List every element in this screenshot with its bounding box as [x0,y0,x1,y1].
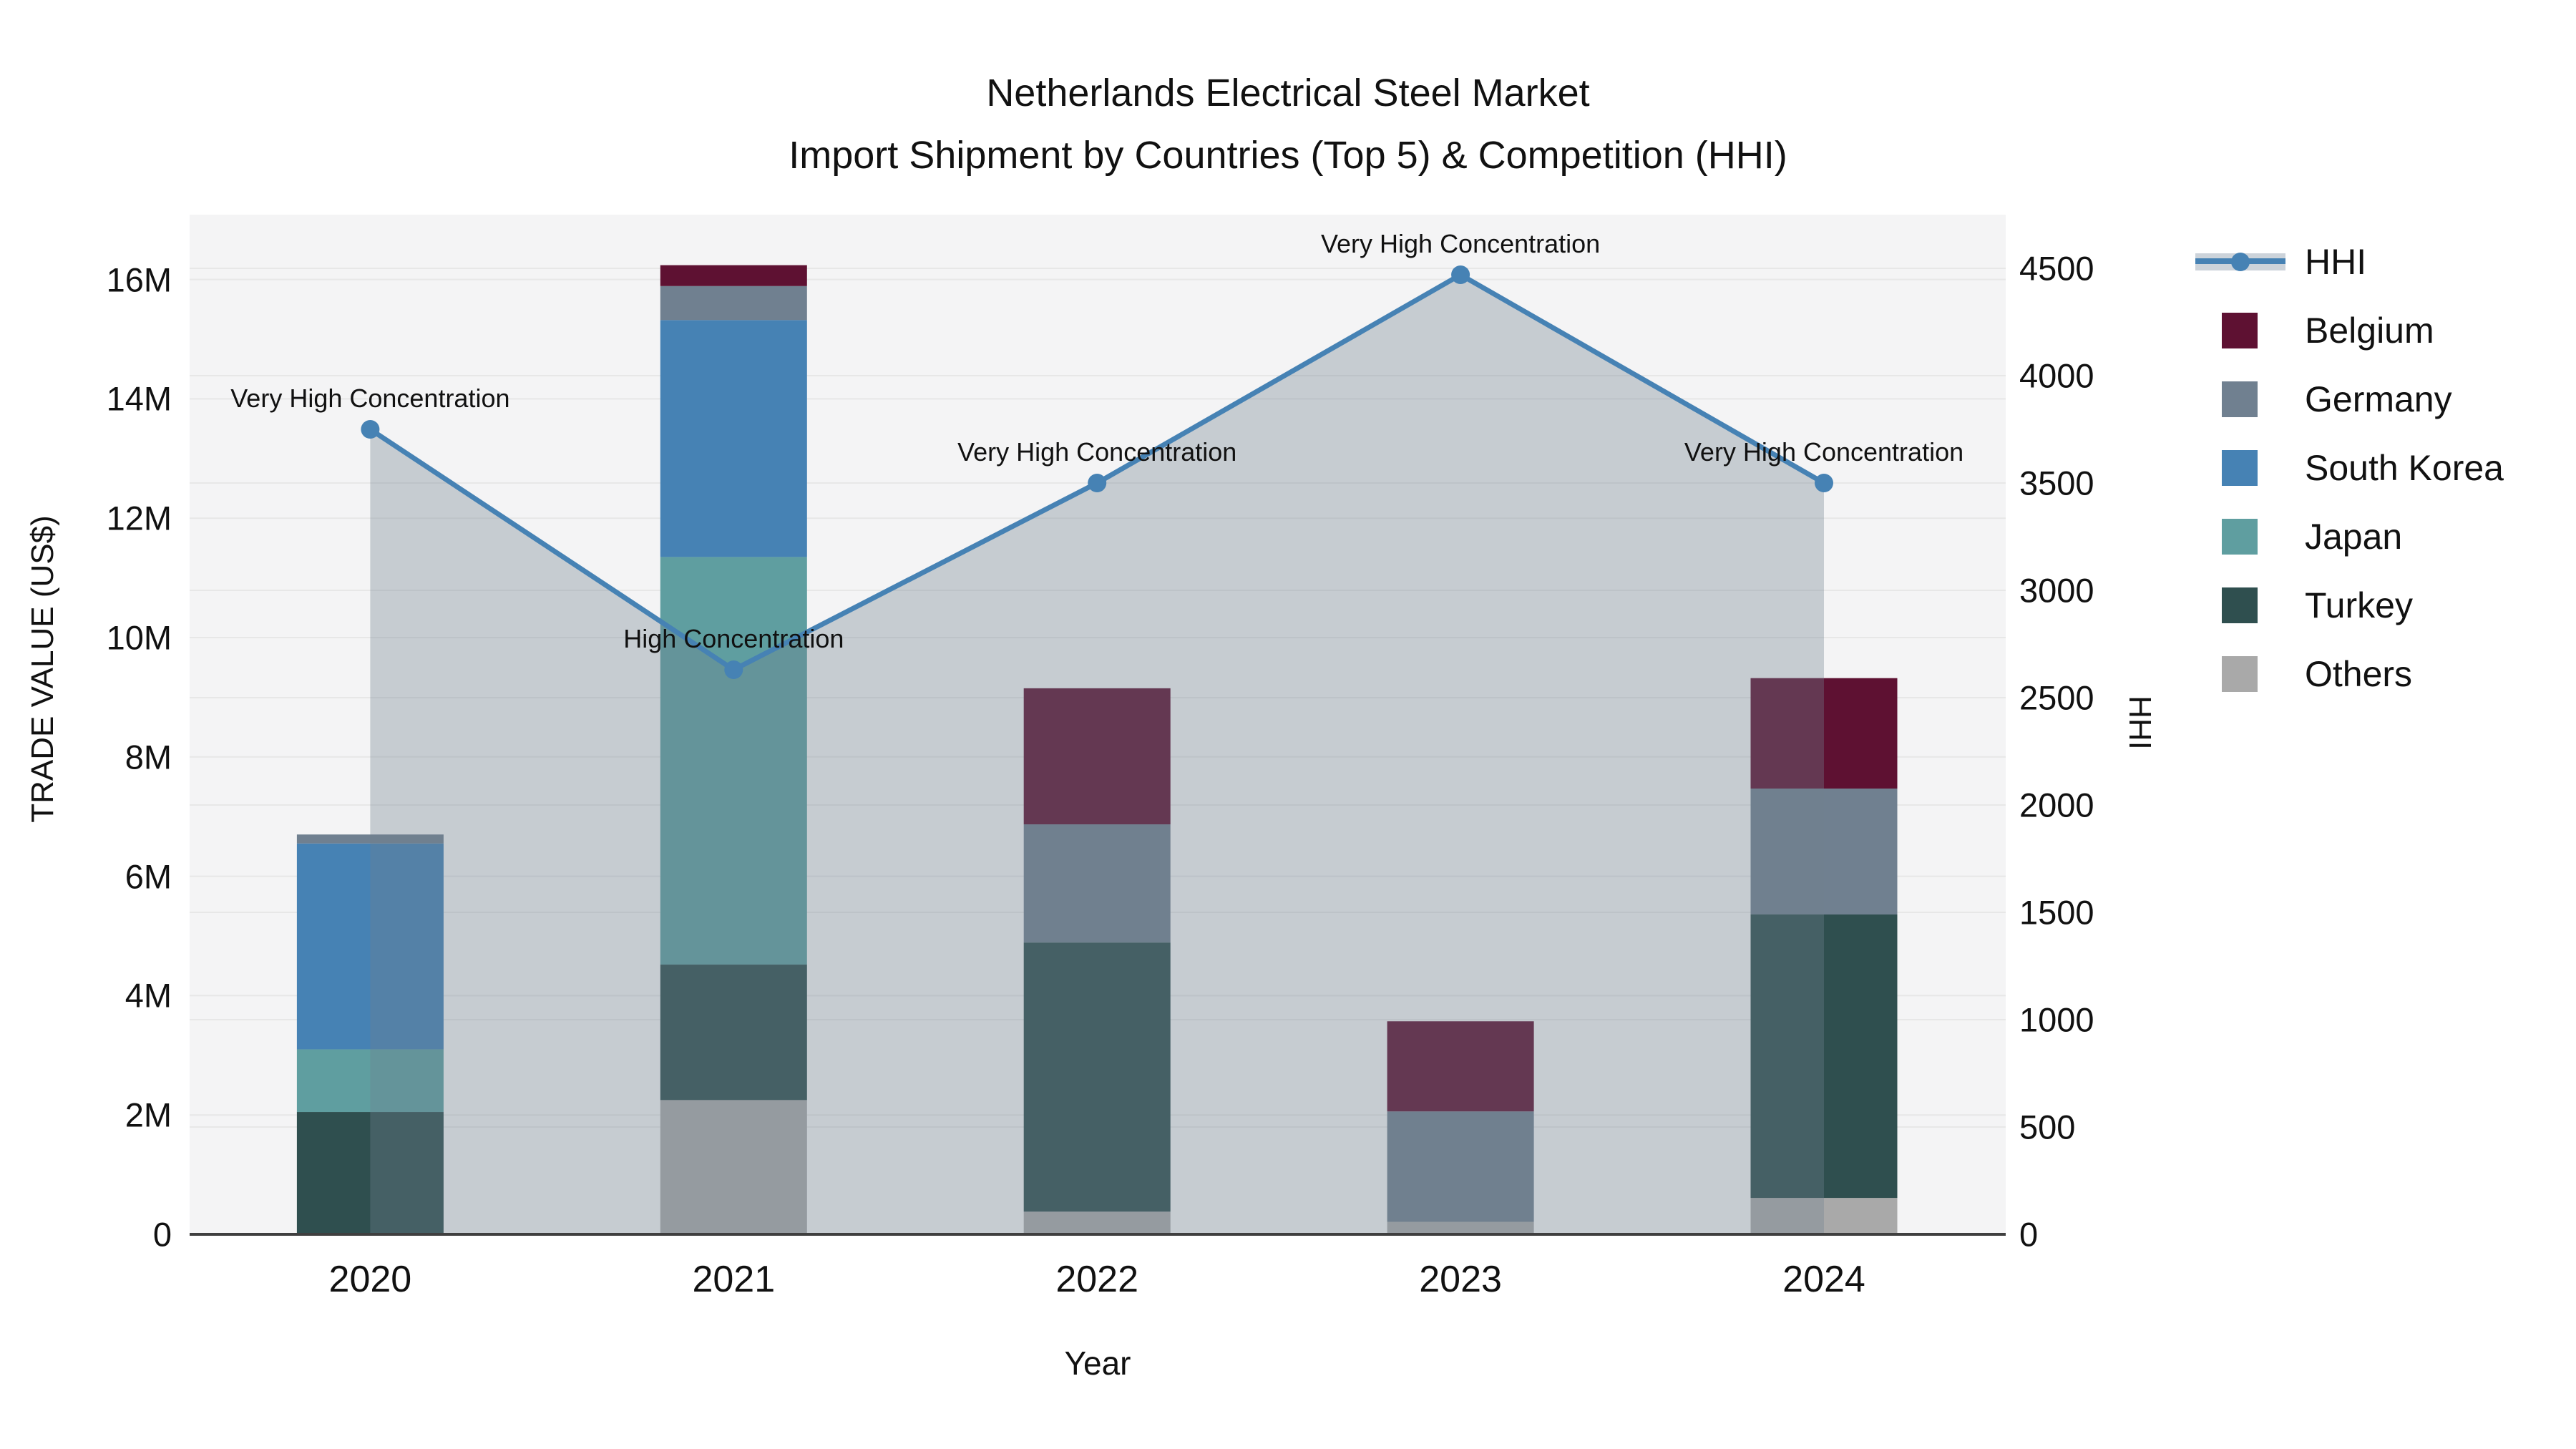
left-axis-title: TRADE VALUE (US$) [25,515,60,823]
legend-item-turkey[interactable]: Turkey [2195,571,2413,640]
bar-segment-south-korea-2021[interactable] [660,320,807,557]
legend-label: HHI [2305,242,2367,282]
legend-label: Germany [2305,379,2452,419]
legend-swatch-japan [2222,519,2258,555]
bar-segment-germany-2023[interactable] [1387,1111,1534,1222]
left-tick-14M: 14M [106,379,172,418]
legend: HHI Belgium Germany South Korea Japan Turkey O… [2195,228,2504,708]
annotation-2024: Very High Concentration [1684,437,1964,467]
hhi-marker-2023[interactable] [1451,265,1470,284]
legend-swatch-belgium [2222,313,2258,348]
legend-label: Belgium [2305,311,2434,351]
left-tick-0: 0 [152,1215,172,1254]
right-tick-0: 0 [2019,1215,2039,1254]
bar-segment-japan-2021[interactable] [660,557,807,965]
annotation-2023: Very High Concentration [1320,229,1601,258]
bar-segment-others-2024[interactable] [1750,1198,1898,1234]
hhi-marker-swatch [2231,253,2250,271]
left-tick-12M: 12M [106,499,172,537]
legend-item-belgium[interactable]: Belgium [2195,296,2434,365]
left-tick-16M: 16M [106,260,172,299]
right-tick-3000: 3000 [2019,571,2094,610]
hhi-area-fill [370,275,1824,1234]
chart-title-line1: Netherlands Electrical Steel Market [986,72,1590,114]
bar-segment-belgium-2022[interactable] [1023,688,1171,825]
legend-item-south-korea[interactable]: South Korea [2195,434,2504,502]
annotation-2022: Very High Concentration [957,437,1237,467]
legend-label: Turkey [2305,585,2413,625]
bar-segment-germany-2024[interactable] [1750,789,1898,914]
hhi-marker-2020[interactable] [361,420,380,439]
hhi-legend-glyph [2195,253,2285,271]
right-tick-1500: 1500 [2019,893,2094,932]
x-tick-2022: 2022 [1055,1259,1139,1300]
legend-swatch-turkey [2222,587,2258,623]
right-tick-2000: 2000 [2019,786,2094,824]
chart-title-line2: Import Shipment by Countries (Top 5) & C… [789,134,1787,177]
right-tick-4500: 4500 [2019,249,2094,288]
plot-area [190,215,2006,1234]
bar-segment-japan-2020[interactable] [296,1049,444,1113]
bar-segment-others-2022[interactable] [1023,1211,1171,1234]
left-tick-10M: 10M [106,618,172,657]
left-tick-6M: 6M [125,857,172,896]
bar-segment-south-korea-2020[interactable] [296,843,444,1050]
right-tick-1000: 1000 [2019,1000,2094,1039]
left-tick-8M: 8M [125,738,172,776]
legend-item-japan[interactable]: Japan [2195,502,2402,571]
x-tick-2023: 2023 [1419,1259,1502,1300]
legend-swatch-south-korea [2222,450,2258,486]
x-tick-2020: 2020 [328,1259,412,1300]
legend-label: Others [2305,654,2413,694]
legend-label: Japan [2305,517,2403,557]
bar-segment-turkey-2024[interactable] [1750,914,1898,1199]
bar-segment-others-2023[interactable] [1387,1221,1534,1234]
bar-segment-turkey-2021[interactable] [660,965,807,1101]
legend-item-others[interactable]: Others [2195,640,2412,708]
bar-segment-turkey-2022[interactable] [1023,942,1171,1212]
hhi-marker-2021[interactable] [724,660,743,679]
bar-segment-germany-2022[interactable] [1023,824,1171,943]
left-tick-4M: 4M [125,976,172,1015]
left-tick-2M: 2M [125,1096,172,1134]
bar-segment-germany-2020[interactable] [296,834,444,844]
hhi-marker-2024[interactable] [1815,474,1833,492]
x-axis-line [190,1233,2006,1236]
legend-swatch-germany [2222,381,2258,417]
legend-label: South Korea [2305,448,2504,488]
annotation-2021: High Concentration [623,624,844,653]
bar-segment-germany-2021[interactable] [660,286,807,321]
annotation-2020: Very High Concentration [230,384,510,413]
x-tick-2021: 2021 [692,1259,776,1300]
bar-segment-belgium-2023[interactable] [1387,1021,1534,1112]
legend-item-germany[interactable]: Germany [2195,365,2452,434]
right-axis-title: HHI [2122,696,2157,750]
right-tick-3500: 3500 [2019,464,2094,502]
x-tick-2024: 2024 [1782,1259,1865,1300]
chart-canvas [190,265,2006,1234]
bar-segment-turkey-2020[interactable] [296,1112,444,1234]
right-tick-4000: 4000 [2019,356,2094,395]
right-tick-500: 500 [2019,1108,2076,1146]
bar-segment-others-2021[interactable] [660,1100,807,1234]
hhi-marker-2022[interactable] [1088,474,1107,492]
legend-swatch-others [2222,656,2258,692]
right-tick-2500: 2500 [2019,678,2094,717]
bar-segment-belgium-2024[interactable] [1750,678,1898,789]
bar-segment-belgium-2021[interactable] [660,265,807,286]
x-axis-title: Year [1064,1345,1131,1382]
legend-item-hhi[interactable]: HHI [2195,228,2366,296]
